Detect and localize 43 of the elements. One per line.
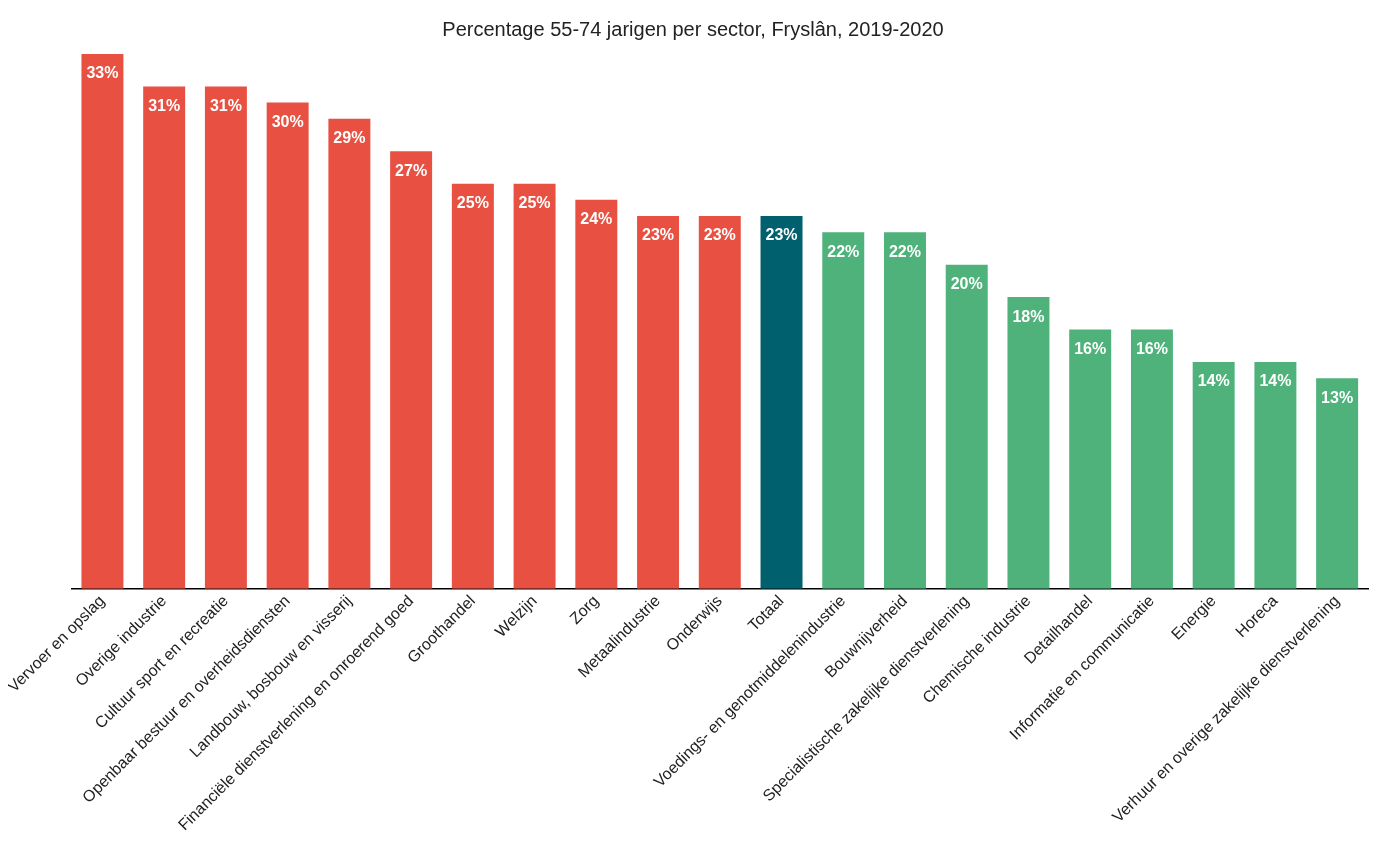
data-label: 13%: [1321, 388, 1354, 406]
bar: [760, 216, 803, 589]
data-label: 24%: [580, 210, 613, 228]
bar: [1007, 297, 1050, 589]
data-label: 25%: [518, 194, 551, 212]
bar: [575, 199, 618, 589]
data-label: 23%: [765, 226, 798, 244]
data-label: 25%: [456, 194, 489, 212]
bar: [698, 216, 741, 589]
bar: [822, 232, 865, 589]
data-label: 33%: [86, 64, 119, 82]
bar: [266, 102, 309, 589]
chart-title: Percentage 55-74 jarigen per sector, Fryslân, 2019-2020: [442, 17, 944, 40]
bar: [328, 118, 371, 589]
data-label: 22%: [888, 242, 922, 260]
bar: [81, 54, 124, 589]
bar: [945, 264, 988, 589]
bar: [513, 183, 556, 589]
bar: [143, 86, 186, 589]
bar: [1069, 329, 1112, 589]
bar: [884, 232, 926, 589]
data-label: 18%: [1012, 307, 1045, 325]
bar: [1316, 378, 1359, 589]
data-label: 16%: [1074, 339, 1107, 357]
bar: [1192, 361, 1235, 589]
data-label: 23%: [642, 226, 675, 244]
data-label: 20%: [950, 275, 983, 293]
bar: [390, 151, 433, 589]
data-label: 14%: [1259, 372, 1292, 390]
bar: [637, 216, 680, 589]
bar: [1130, 329, 1173, 589]
bar: [204, 86, 247, 589]
data-label: 16%: [1135, 339, 1168, 357]
data-label: 30%: [271, 113, 304, 131]
bar: [451, 183, 494, 589]
bar: [1254, 361, 1297, 589]
data-label: 27%: [395, 161, 428, 179]
data-label: 14%: [1197, 372, 1230, 390]
data-label: 22%: [827, 242, 860, 260]
data-label: 31%: [209, 96, 242, 114]
data-label: 29%: [333, 129, 366, 147]
data-label: 31%: [148, 96, 181, 114]
data-label: 23%: [703, 226, 736, 244]
